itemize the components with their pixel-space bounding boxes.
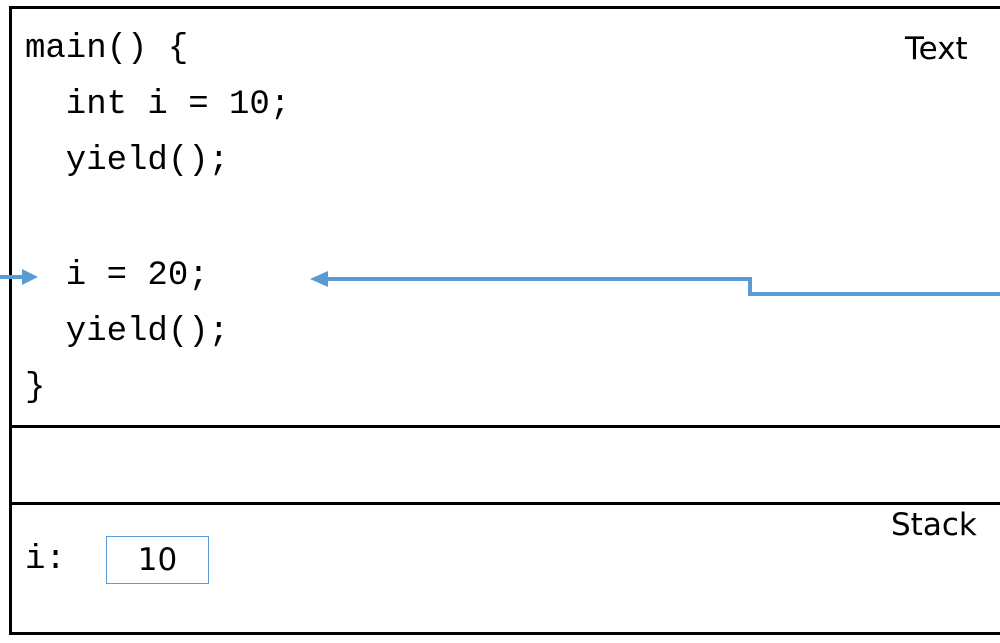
memory-layout-box — [9, 6, 1000, 635]
stack-var-value: 10 — [137, 542, 178, 578]
code-line-6: yield(); — [25, 313, 230, 351]
heap-stack-divider — [9, 502, 1000, 505]
code-line-1: main() { — [25, 30, 189, 68]
code-line-7: } — [25, 369, 46, 407]
stack-segment-label: Stack — [891, 507, 977, 543]
code-line-current: i = 20; — [25, 257, 209, 295]
code-line-3: yield(); — [25, 142, 230, 180]
stack-var-name: i: — [25, 541, 66, 579]
resume-arrow-line — [325, 277, 1000, 296]
pc-arrowhead-icon — [22, 269, 38, 285]
resume-arrowhead-icon — [310, 271, 328, 287]
text-segment-label: Text — [905, 31, 968, 67]
stack-var-value-box: 10 — [106, 536, 209, 584]
code-line-2: int i = 10; — [25, 86, 291, 124]
text-heap-divider — [9, 425, 1000, 428]
